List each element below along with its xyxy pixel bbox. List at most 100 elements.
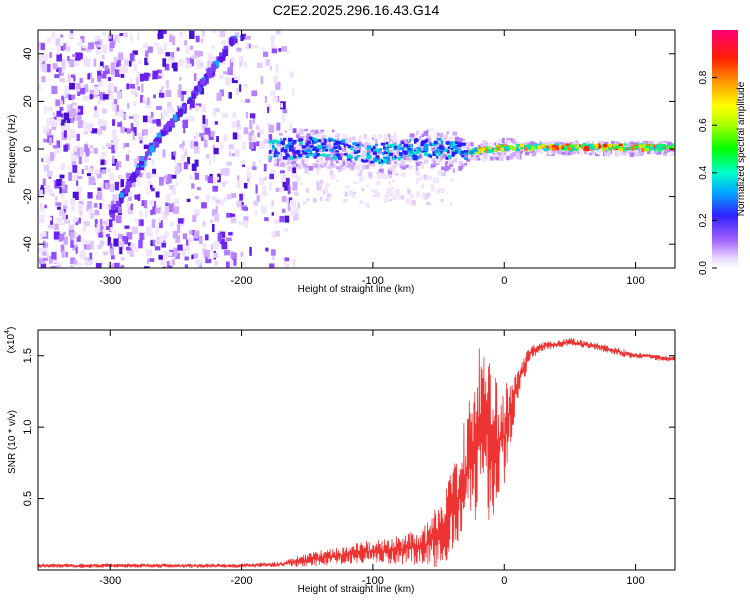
heatmap-cell [194,159,199,167]
heatmap-cell [658,143,662,148]
heatmap-cell [70,74,76,78]
heatmap-cell [77,176,83,180]
heatmap-cell [296,147,300,152]
heatmap-cell [205,194,211,202]
heatmap-cell [43,138,49,143]
heatmap-cell [231,153,238,157]
heatmap-cell [61,67,65,73]
heatmap-cell [263,176,268,181]
heatmap-cell [52,260,59,264]
heatmap-cell [42,64,48,73]
heatmap-cell [143,144,149,150]
heatmap-cell [181,154,186,162]
heatmap-cell [40,43,45,51]
heatmap-cell [75,58,80,67]
heatmap-cell [324,139,327,143]
heatmap-cell [111,205,117,211]
heatmap-cell [348,137,352,142]
heatmap-cell [437,152,441,157]
heatmap-cell [214,213,220,222]
heatmap-cell [667,141,672,147]
heatmap-cell [73,237,77,246]
heatmap-cell [634,145,639,149]
heatmap-cell [230,193,237,198]
heatmap-cell [476,155,480,158]
heatmap-cell [185,239,189,246]
heatmap-cell [199,132,205,138]
heatmap-cell [141,156,146,161]
heatmap-cell [99,61,104,69]
heatmap-cell [139,161,144,166]
heatmap-cell [117,34,121,43]
heatmap-cell [106,167,111,173]
heatmap-cell [194,172,200,180]
heatmap-cell [341,160,346,166]
heatmap-cell [226,161,232,166]
heatmap-cell [226,212,233,218]
heatmap-cell [190,45,194,51]
heatmap-cell [316,170,320,175]
heatmap-cell [107,76,112,81]
heatmap-cell [230,39,234,47]
heatmap-cell [469,142,473,147]
heatmap-cell [421,134,425,137]
heatmap-cell [668,149,672,153]
heatmap-cell [376,192,381,198]
heatmap-cell [313,146,318,151]
heatmap-cell [570,150,573,156]
heatmap-cell [90,90,96,95]
heatmap-cell [263,139,270,144]
heatmap-cell [330,160,334,164]
heatmap-cell [55,148,61,154]
heatmap-cell [185,116,189,122]
heatmap-cell [89,145,94,149]
heatmap-cell [149,145,155,153]
heatmap-cell [587,143,591,146]
heatmap-cell [430,184,435,187]
heatmap-cell [579,149,583,152]
heatmap-cell [72,217,78,223]
heatmap-cell [162,58,167,67]
heatmap-cell [55,264,61,268]
heatmap-cell [54,74,60,79]
heatmap-cell [138,177,141,186]
heatmap-cell [591,141,594,146]
heatmap-cell [392,143,397,148]
heatmap-cell [115,107,119,116]
heatmap-cell [154,246,161,251]
heatmap-cell [159,235,162,243]
heatmap-cell [83,244,87,250]
heatmap-cell [200,62,204,67]
heatmap-cell [440,150,443,154]
heatmap-cell [112,119,116,126]
heatmap-cell [354,147,360,152]
heatmap-cell [432,151,436,155]
heatmap-cell [451,153,455,157]
heatmap-cell [232,111,236,118]
heatmap-cell [330,174,335,180]
heatmap-cell [94,219,98,228]
heatmap-cell [560,151,566,155]
heatmap-cell [633,143,637,146]
heatmap-cell [478,146,481,151]
heatmap-cell [527,146,531,150]
heatmap-cell [189,100,195,108]
top-y-tick-label: 40 [22,48,34,60]
heatmap-cell [101,108,107,114]
heatmap-cell [43,164,50,172]
heatmap-cell [251,135,257,142]
heatmap-marks [38,30,675,268]
top-x-tick-label: -100 [362,275,384,287]
heatmap-cell [405,164,409,168]
heatmap-cell [164,206,169,216]
heatmap-cell [564,145,568,149]
heatmap-cell [113,238,119,247]
heatmap-cell [556,148,561,154]
heatmap-cell [361,165,366,170]
heatmap-cell [326,153,331,157]
heatmap-cell [194,230,199,239]
heatmap-cell [272,96,279,103]
heatmap-cell [338,146,342,151]
heatmap-cell [436,134,439,137]
heatmap-cell [66,118,71,124]
